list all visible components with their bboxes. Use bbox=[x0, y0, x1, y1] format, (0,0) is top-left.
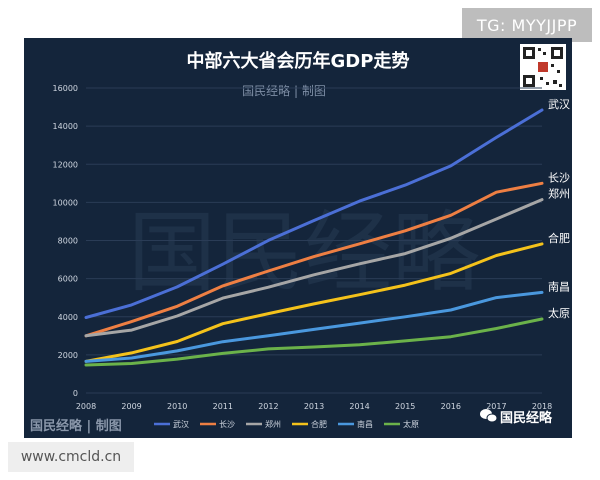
series-line bbox=[84, 108, 544, 319]
series-line bbox=[84, 242, 544, 363]
y-tick-label: 8000 bbox=[58, 237, 78, 246]
watermark-wechat: 国民经略 bbox=[500, 410, 553, 426]
legend-label: 郑州 bbox=[265, 419, 281, 429]
x-tick-label: 2014 bbox=[349, 402, 369, 411]
wechat-icon bbox=[480, 409, 498, 423]
y-tick-label: 14000 bbox=[53, 122, 78, 131]
x-tick-label: 2008 bbox=[76, 402, 96, 411]
legend-label: 长沙 bbox=[219, 419, 235, 429]
watermark-subtitle: 国民经略 | 制图 bbox=[242, 83, 326, 98]
series-end-label: 太原 bbox=[548, 307, 570, 320]
legend-label: 太原 bbox=[403, 419, 419, 429]
series-end-label: 南昌 bbox=[548, 280, 570, 293]
legend-label: 南昌 bbox=[357, 419, 373, 429]
watermark-text: 国民经略 bbox=[128, 201, 480, 304]
x-tick-label: 2009 bbox=[121, 402, 141, 411]
y-tick-label: 10000 bbox=[53, 198, 78, 207]
series-end-label: 长沙 bbox=[548, 171, 570, 184]
legend-label: 武汉 bbox=[173, 419, 189, 429]
chart-panel: 国民经略 中部六大省会历年GDP走势 国民经略 | 制图 国民经略 | 制图 bbox=[24, 38, 572, 438]
x-tick-label: 2011 bbox=[213, 402, 233, 411]
y-tick-label: 12000 bbox=[53, 160, 78, 169]
series-end-label: 合肥 bbox=[548, 231, 570, 245]
watermark-bottom-left: 国民经略 | 制图 bbox=[30, 418, 122, 434]
series-line bbox=[84, 290, 544, 363]
series-line bbox=[84, 198, 544, 338]
y-tick-label: 6000 bbox=[58, 275, 78, 284]
chart-title: 中部六大省会历年GDP走势 bbox=[187, 50, 410, 72]
channel-badge: TG: MYYJJPP bbox=[462, 8, 592, 42]
qr-code-icon bbox=[520, 44, 566, 90]
x-tick-label: 2017 bbox=[486, 402, 506, 411]
series-end-label: 武汉 bbox=[548, 98, 570, 111]
x-tick-label: 2012 bbox=[258, 402, 278, 411]
series-end-label: 郑州 bbox=[548, 187, 570, 201]
series-line bbox=[84, 181, 544, 338]
y-tick-label: 2000 bbox=[58, 351, 78, 360]
y-tick-label: 16000 bbox=[53, 84, 78, 93]
series-line bbox=[84, 317, 544, 367]
legend-label: 合肥 bbox=[311, 419, 327, 429]
y-tick-label: 0 bbox=[73, 389, 78, 398]
x-tick-label: 2016 bbox=[441, 402, 461, 411]
y-tick-label: 4000 bbox=[58, 313, 78, 322]
site-url: www.cmcld.cn bbox=[8, 442, 134, 472]
x-tick-label: 2010 bbox=[167, 402, 187, 411]
x-tick-label: 2013 bbox=[304, 402, 324, 411]
x-tick-label: 2018 bbox=[532, 402, 552, 411]
x-tick-label: 2015 bbox=[395, 402, 415, 411]
gdp-line-chart: 国民经略 中部六大省会历年GDP走势 国民经略 | 制图 国民经略 | 制图 bbox=[30, 44, 570, 434]
